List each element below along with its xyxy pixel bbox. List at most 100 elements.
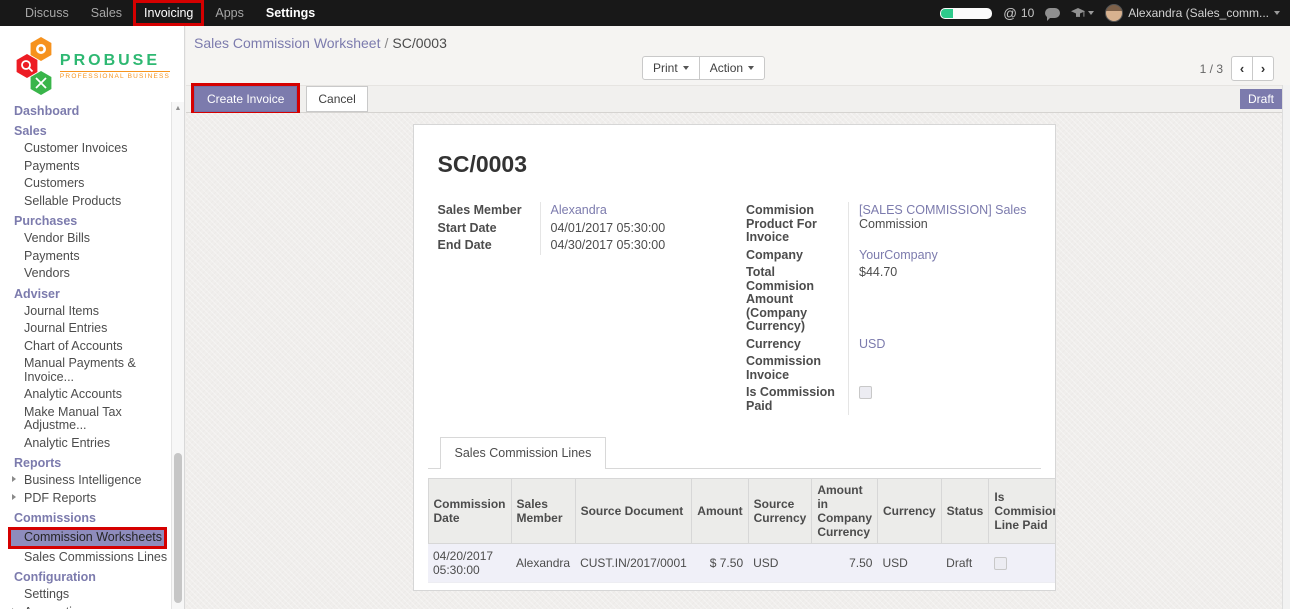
top-navbar: Discuss Sales Invoicing Apps Settings @ …	[0, 0, 1290, 26]
sidebar-item-journal-entries[interactable]: Journal Entries	[24, 321, 108, 335]
cell-source-currency: USD	[748, 582, 812, 590]
commission-invoice-value	[848, 353, 1031, 384]
sidebar-item-chart-of-accounts[interactable]: Chart of Accounts	[24, 338, 123, 353]
cancel-button[interactable]: Cancel	[306, 86, 368, 112]
pager-count: 1 / 3	[1199, 61, 1223, 76]
menu-sales[interactable]: Sales	[90, 6, 123, 20]
line-paid-checkbox	[993, 557, 1007, 571]
chevron-down-icon	[1274, 11, 1280, 15]
tab-sales-commission-lines[interactable]: Sales Commission Lines	[439, 437, 607, 469]
is-commission-paid-label: Is Commission Paid	[746, 385, 835, 413]
cell-source-currency: USD	[748, 543, 812, 583]
action-dropdown-button[interactable]: Action	[698, 56, 766, 80]
annotation-box: Create Invoice	[191, 83, 301, 115]
menu-apps[interactable]: Apps	[215, 6, 244, 20]
breadcrumb: Sales Commission Worksheet / SC/0003	[194, 35, 447, 51]
sidebar-item-payments-purchase[interactable]: Payments	[24, 248, 80, 263]
battery-fill	[941, 8, 954, 18]
breadcrumb-current: SC/0003	[392, 35, 447, 51]
chevron-down-icon	[1088, 11, 1095, 15]
col-amount-company-currency: Amount in Company Currency	[811, 478, 878, 544]
control-panel: Sales Commission Worksheet / SC/0003 Print…	[186, 26, 1290, 85]
cell-date: 04/20/2017 05:30:00	[428, 543, 512, 583]
sidebar-section-adviser[interactable]: Adviser	[14, 286, 60, 301]
planner-menu[interactable]	[1071, 7, 1095, 19]
sidebar-item-business-intelligence[interactable]: Business Intelligence	[0, 472, 170, 490]
pager-next-button[interactable]: ›	[1252, 56, 1274, 81]
cell-member: Alexandra	[511, 582, 576, 590]
sidebar-item-analytic-accounts[interactable]: Analytic Accounts	[24, 387, 122, 401]
commission-product-value[interactable]: [SALES COMMISSION] Sales	[859, 203, 1027, 217]
breadcrumb-parent-link[interactable]: Sales Commission Worksheet	[194, 35, 381, 51]
sidebar-item-vendors[interactable]: Vendors	[24, 266, 70, 280]
table-row[interactable]: 04/20/2017 05:30:00 Alexandra INV/2017/0…	[428, 582, 1055, 590]
currency-value[interactable]: USD	[859, 336, 886, 351]
record-pager: 1 / 3 ‹ ›	[1200, 56, 1274, 81]
company-value[interactable]: YourCompany	[859, 247, 938, 262]
sidebar-item-payments[interactable]: Payments	[24, 158, 80, 173]
table-row[interactable]: 04/20/2017 05:30:00 Alexandra CUST.IN/20…	[428, 543, 1055, 583]
at-icon: @	[1003, 5, 1017, 21]
scrollbar-thumb[interactable]	[174, 453, 182, 603]
scroll-up-arrow-icon[interactable]: ▲	[174, 105, 182, 112]
activities-counter[interactable]: @ 10	[1003, 6, 1034, 21]
sidebar-item-analytic-entries[interactable]: Analytic Entries	[24, 435, 111, 450]
user-name: Alexandra (Sales_comm...	[1128, 6, 1269, 20]
sidebar-item-sales-commissions-lines[interactable]: Sales Commissions Lines	[24, 549, 168, 564]
sidebar-section-commissions[interactable]: Commissions	[14, 511, 96, 525]
commission-lines-table: Commission Date Sales Member Source Docu…	[427, 478, 1055, 590]
menu-settings[interactable]: Settings	[265, 6, 316, 20]
form-sheet: SC/0003 Sales Member Alexandra Start Dat…	[412, 124, 1056, 591]
sidebar-scrollbar[interactable]: ▲	[171, 102, 184, 609]
field-group-right: Commision Product For Invoice [SALES COM…	[746, 202, 1031, 415]
sidebar-item-manual-payments[interactable]: Manual Payments & Invoice...	[24, 356, 136, 384]
sidebar: PROBUSE PROFESSIONAL BUSINESS Dashboard …	[0, 26, 185, 609]
print-dropdown-button[interactable]: Print	[642, 56, 700, 80]
main-area: Sales Commission Worksheet / SC/0003 Print…	[186, 26, 1290, 609]
end-date-label: End Date	[437, 238, 492, 252]
topbar-right: @ 10 Alexandra (Sales_comm...	[940, 0, 1290, 26]
sidebar-item-sellable-products[interactable]: Sellable Products	[24, 193, 122, 208]
status-badge[interactable]: Draft	[1240, 89, 1282, 109]
currency-label: Currency	[746, 336, 801, 351]
cell-source: CUST.IN/2017/0001	[575, 543, 692, 583]
sidebar-item-commission-worksheets[interactable]: Commission Worksheets	[8, 527, 167, 549]
end-date-value: 04/30/2017 05:30:00	[539, 237, 723, 255]
chat-icon[interactable]	[1045, 8, 1061, 21]
sales-member-value[interactable]: Alexandra	[550, 203, 607, 217]
commission-product-value-line2: Commission	[859, 216, 928, 231]
company-label: Company	[746, 247, 803, 262]
sidebar-section-sales[interactable]: Sales	[14, 124, 47, 138]
sidebar-item-settings[interactable]: Settings	[24, 587, 70, 601]
logo-name: PROBUSE	[59, 52, 161, 69]
total-commission-label: Total Commision Amount (Company Currency…	[746, 265, 815, 333]
logo-tagline: PROFESSIONAL BUSINESS	[59, 71, 171, 80]
sidebar-section-reports[interactable]: Reports	[14, 456, 62, 470]
sidebar-item-accounting[interactable]: Accounting	[0, 604, 170, 609]
probuse-logo-icon	[16, 37, 52, 95]
user-menu[interactable]: Alexandra (Sales_comm...	[1105, 4, 1280, 22]
cell-amount: $ 18.60	[691, 582, 749, 590]
cell-status: Draft	[941, 543, 989, 583]
planner-icon	[1071, 7, 1086, 17]
sidebar-item-tax-adjustment[interactable]: Make Manual Tax Adjustme...	[24, 404, 122, 432]
sidebar-item-dashboard[interactable]: Dashboard	[14, 104, 80, 118]
sidebar-item-customer-invoices[interactable]: Customer Invoices	[24, 141, 128, 155]
main-scrollbar[interactable]	[1282, 85, 1290, 609]
chevron-down-icon	[682, 66, 689, 70]
col-status: Status	[940, 478, 990, 544]
sidebar-item-vendor-bills[interactable]: Vendor Bills	[24, 231, 91, 245]
sidebar-item-customers[interactable]: Customers	[24, 176, 85, 190]
menu-invoicing[interactable]: Invoicing	[133, 0, 205, 26]
menu-discuss[interactable]: Discuss	[25, 6, 69, 20]
cell-currency: USD	[877, 543, 942, 583]
create-invoice-button[interactable]: Create Invoice	[194, 86, 298, 112]
sidebar-section-configuration[interactable]: Configuration	[14, 570, 96, 584]
cell-source: INV/2017/0004-SO008	[575, 582, 692, 590]
form-content-area: SC/0003 Sales Member Alexandra Start Dat…	[186, 113, 1282, 609]
pager-previous-button[interactable]: ‹	[1231, 56, 1253, 81]
sidebar-item-journal-items[interactable]: Journal Items	[24, 303, 100, 318]
cell-member: Alexandra	[511, 543, 576, 583]
sidebar-section-purchases[interactable]: Purchases	[14, 214, 78, 228]
sidebar-item-pdf-reports[interactable]: PDF Reports	[0, 490, 170, 508]
